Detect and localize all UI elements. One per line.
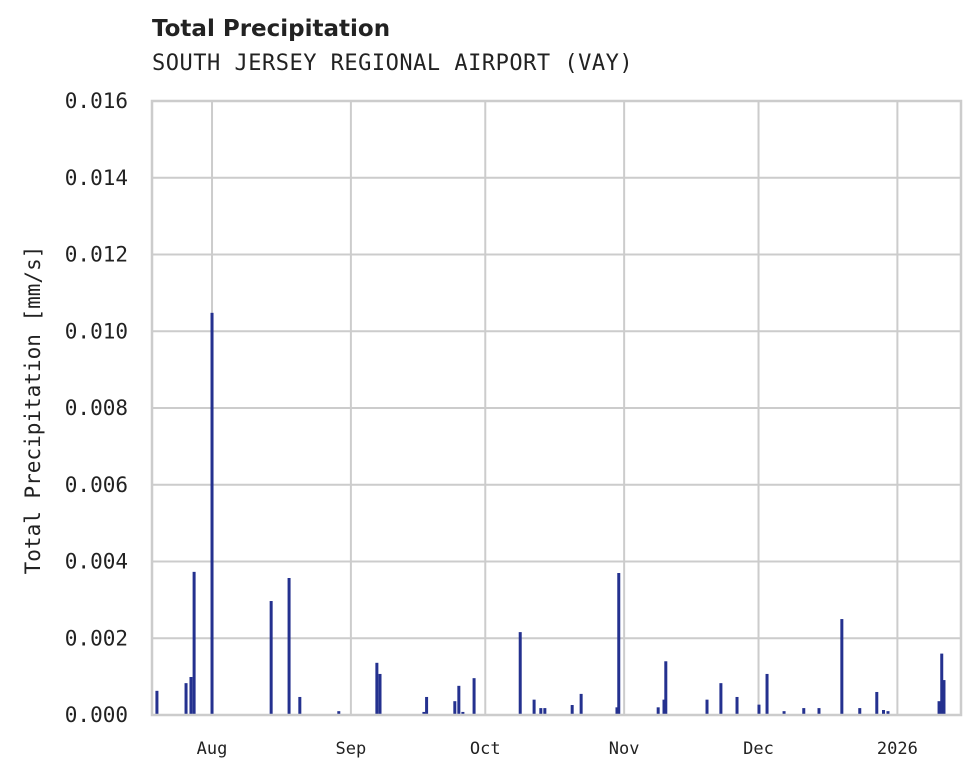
x-tick-label: Sep: [336, 739, 367, 759]
precip-bar: [615, 707, 619, 715]
precip-bar: [298, 696, 302, 715]
chart-subtitle: SOUTH JERSEY REGIONAL AIRPORT (VAY): [152, 51, 634, 76]
grid-lines: [152, 100, 961, 716]
precip-bar: [937, 701, 941, 715]
precip-bar: [662, 699, 666, 715]
precip-bar: [461, 711, 465, 715]
precip-bar: [782, 711, 786, 715]
y-tick-label: 0.002: [65, 626, 128, 650]
precip-bar: [287, 578, 291, 715]
precip-bar: [155, 690, 159, 715]
precip-bar: [472, 678, 476, 715]
precip-bar: [664, 661, 668, 715]
y-tick-label: 0.012: [65, 243, 128, 267]
precip-bar: [457, 685, 461, 715]
precip-bar: [539, 708, 543, 715]
plot-frame: [150, 99, 963, 717]
precip-bar: [617, 573, 621, 715]
precip-bar: [858, 708, 862, 715]
precip-bar: [940, 653, 944, 715]
x-axis-ticks: Aug Sep Oct Nov Dec 2026: [197, 739, 918, 759]
y-tick-label: 0.016: [65, 89, 128, 113]
precip-bar: [656, 707, 660, 715]
precip-bar: [765, 673, 769, 715]
precipitation-series: [155, 312, 946, 715]
precip-bar: [882, 710, 886, 715]
y-tick-label: 0.010: [65, 319, 128, 343]
precip-bar: [210, 312, 214, 715]
precip-bar: [337, 711, 341, 715]
x-tick-label: Dec: [743, 739, 774, 759]
y-tick-label: 0.004: [65, 550, 128, 574]
precip-bar: [735, 696, 739, 715]
precip-bar: [886, 711, 890, 715]
y-tick-label: 0.008: [65, 396, 128, 420]
precip-bar: [579, 693, 583, 715]
y-tick-label: 0.000: [65, 703, 128, 727]
precip-bar: [422, 711, 426, 715]
x-tick-label: Aug: [197, 739, 228, 759]
precip-bar: [840, 619, 844, 715]
precip-bar: [719, 683, 723, 715]
y-tick-label: 0.006: [65, 473, 128, 497]
precip-bar: [453, 701, 457, 715]
precip-bar: [817, 708, 821, 715]
y-tick-label: 0.014: [65, 166, 128, 190]
precip-bar: [269, 601, 273, 715]
precip-bar: [942, 680, 946, 715]
precip-bar: [425, 696, 429, 715]
precip-bar: [375, 662, 379, 715]
x-tick-label: Nov: [609, 739, 640, 759]
precip-bar: [378, 673, 382, 715]
x-tick-label: 2026: [877, 739, 918, 759]
precip-bar: [570, 705, 574, 715]
precip-bar: [802, 708, 806, 715]
precip-bar: [192, 571, 196, 715]
precip-bar: [875, 691, 879, 715]
x-tick-label: Oct: [470, 739, 501, 759]
y-axis-ticks: 0.000 0.002 0.004 0.006 0.008 0.010 0.012 0.014…: [65, 89, 128, 727]
precip-bar: [757, 704, 761, 715]
precip-bar: [543, 708, 547, 715]
precip-bar: [189, 677, 193, 715]
chart-title: Total Precipitation: [152, 16, 391, 42]
precip-bar: [705, 699, 709, 715]
precip-bar: [532, 699, 536, 715]
precip-bar: [184, 683, 188, 715]
precip-bar: [518, 632, 522, 715]
y-axis-label: Total Precipitation [mm/s]: [21, 246, 45, 575]
